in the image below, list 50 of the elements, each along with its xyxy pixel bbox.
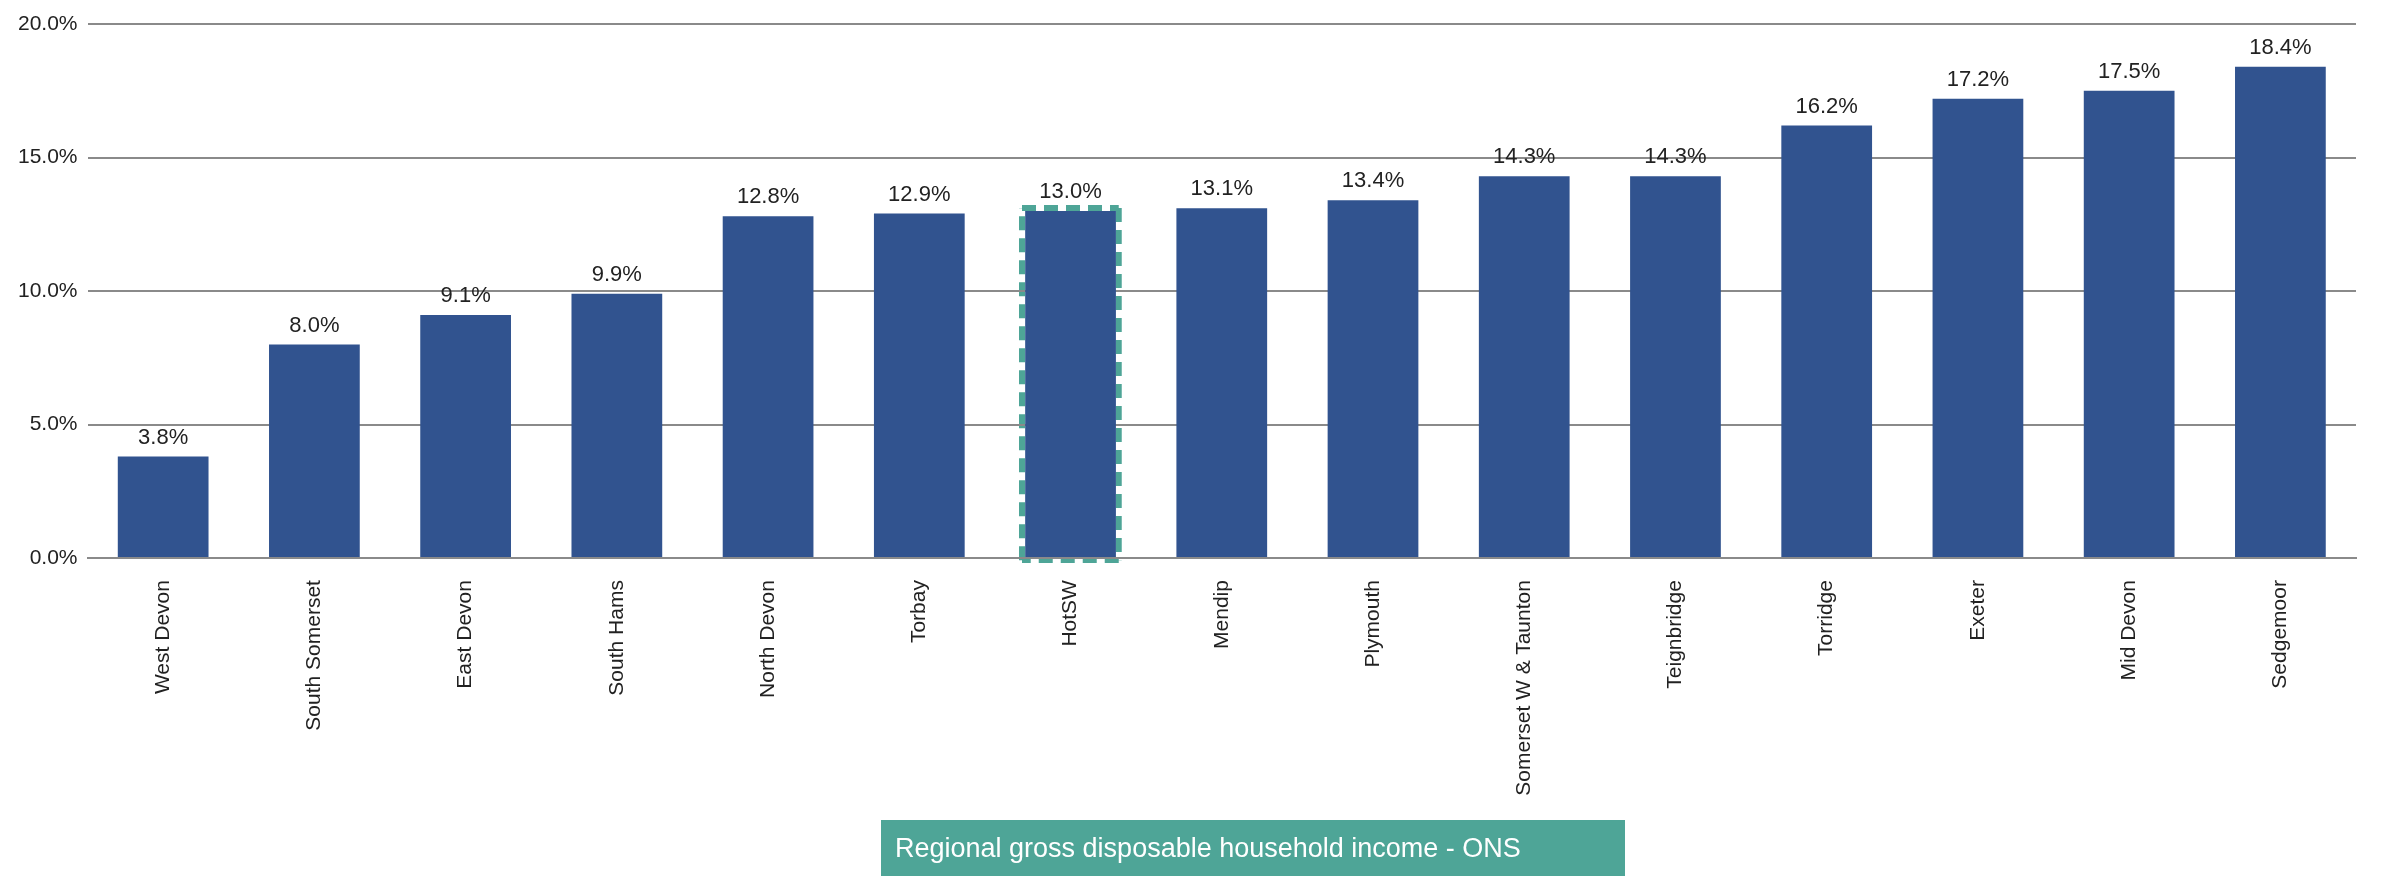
x-tick-label: Somerset W & Taunton — [1511, 580, 1535, 796]
bar — [2083, 90, 2175, 558]
x-tick-label: Plymouth — [1359, 580, 1383, 668]
data-label: 16.2% — [1795, 92, 1858, 118]
x-tick-label: North Devon — [754, 580, 778, 698]
x-tick-label: Torbay — [906, 579, 930, 644]
data-label: 13.0% — [1039, 177, 1102, 203]
y-tick-label: 0.0% — [29, 544, 78, 568]
x-tick-label: Torridge — [1813, 580, 1837, 656]
x-tick-label: Teignbridge — [1662, 580, 1686, 689]
data-label: 3.8% — [138, 423, 189, 449]
text: Regional gross disposable household income - ONS — [881, 820, 1625, 876]
data-label: 8.0% — [289, 311, 340, 337]
y-tick-label: 15.0% — [18, 144, 78, 168]
bar — [1327, 200, 1419, 558]
bar — [571, 293, 663, 558]
bar — [269, 344, 360, 558]
data-label: 14.3% — [1644, 143, 1707, 169]
y-tick-label: 5.0% — [29, 411, 78, 435]
data-label: 13.4% — [1341, 167, 1405, 193]
bar — [420, 315, 511, 558]
bar — [1781, 125, 1873, 558]
bar — [722, 216, 814, 558]
bar — [1478, 176, 1570, 558]
bar — [1630, 176, 1721, 558]
x-tick-label: East Devon — [452, 580, 476, 689]
x-tick-label: Sedgemoor — [2267, 580, 2291, 689]
data-label: 17.5% — [2097, 57, 2161, 83]
data-label: 13.1% — [1190, 175, 1253, 201]
x-tick-label: HotSW — [1057, 579, 1081, 647]
data-label: 12.8% — [736, 183, 800, 209]
x-tick-label: Exeter — [1964, 580, 1988, 641]
data-label: 18.4% — [2249, 33, 2312, 59]
bar — [2235, 66, 2326, 558]
data-label: 9.1% — [440, 282, 491, 308]
bar — [1176, 208, 1268, 558]
data-label: 17.2% — [1946, 65, 2010, 91]
x-tick-label: Mendip — [1208, 580, 1232, 649]
y-tick-label: 10.0% — [18, 277, 78, 301]
bar — [1932, 98, 2024, 558]
bar — [873, 213, 965, 558]
x-tick-label: South Somerset — [301, 579, 325, 731]
x-tick-label: South Hams — [603, 580, 627, 696]
data-label: 14.3% — [1493, 143, 1556, 169]
x-tick-label: Mid Devon — [2115, 580, 2139, 681]
data-label: 12.9% — [888, 180, 951, 206]
y-tick-label: 20.0% — [18, 10, 78, 34]
x-tick-label: West Devon — [149, 580, 173, 695]
bar — [117, 456, 209, 558]
data-label: 9.9% — [591, 260, 642, 286]
